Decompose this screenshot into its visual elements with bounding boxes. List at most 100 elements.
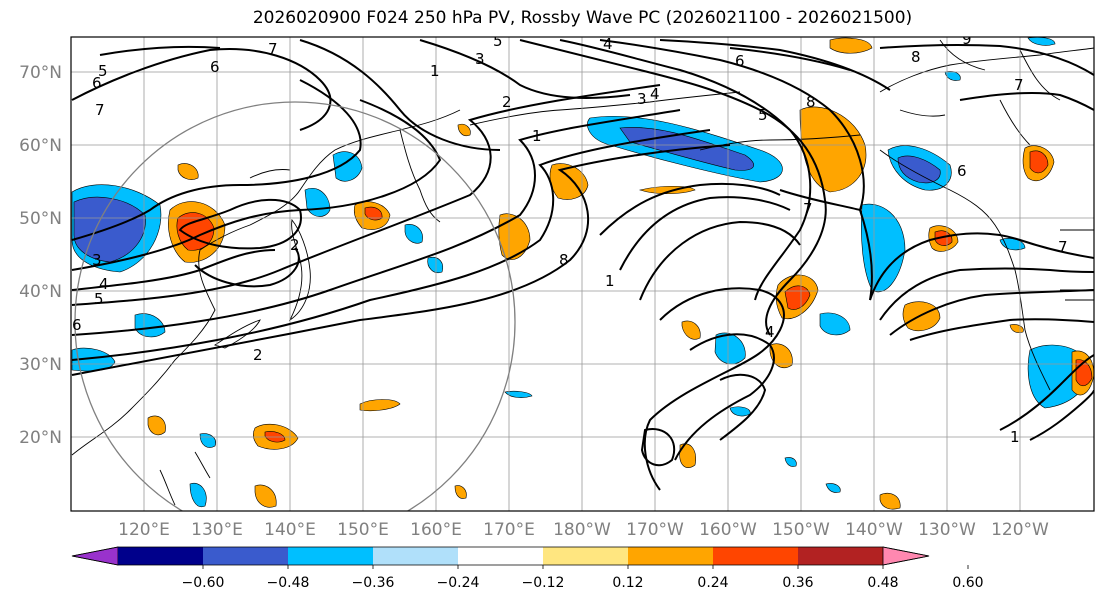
anomaly-positive — [147, 415, 166, 436]
colorbar-segment — [543, 547, 628, 565]
chart-title: 2026020900 F024 250 hPa PV, Rossby Wave … — [252, 8, 913, 28]
contour-label: 5 — [758, 106, 768, 124]
anomaly-negative — [819, 312, 851, 336]
map-area: 5 4 8 6 9 1 3 2 3 4 5 6 7 7 6 5 4 3 2 8 … — [71, 35, 1094, 511]
colorbar-tick-label: 0.48 — [867, 575, 898, 591]
contour-label: 4 — [603, 35, 613, 53]
lat-label: 70°N — [19, 63, 62, 83]
anomaly-positive — [681, 320, 701, 340]
contour-label: 3 — [475, 50, 485, 68]
lon-label: 170°E — [483, 520, 535, 540]
pv-contour-line — [619, 196, 791, 271]
contour-label: 6 — [92, 74, 102, 92]
pv-contour-line — [419, 39, 631, 99]
pv-contour-line — [729, 47, 851, 71]
anomaly-positive — [879, 492, 901, 510]
contour-label: 5 — [94, 290, 104, 308]
lon-label: 150°W — [772, 520, 830, 540]
lat-label: 40°N — [19, 282, 62, 302]
pv-contour-line — [640, 428, 675, 467]
pv-contour-line — [959, 91, 1094, 111]
pv-contour-line — [559, 39, 812, 301]
contour-label: 4 — [650, 85, 660, 103]
anomaly-positive — [829, 37, 873, 54]
contour-label: 3 — [637, 90, 647, 108]
contour-label: 7 — [268, 40, 278, 58]
anomaly-positive — [177, 163, 199, 180]
contour-label: 1 — [430, 62, 440, 80]
reference-circle — [74, 101, 516, 511]
colorbar-segment — [458, 547, 543, 565]
anomaly-positive — [679, 443, 696, 469]
colorbar-tick-label: −0.24 — [437, 575, 480, 591]
anomaly-negative — [134, 313, 166, 338]
anomaly-negative — [504, 390, 533, 398]
contour-label: 1 — [605, 272, 615, 290]
lon-label: 170°W — [626, 520, 684, 540]
lon-label: 140°E — [264, 520, 316, 540]
colorbar-segment — [373, 547, 458, 565]
contour-label: 6 — [957, 162, 967, 180]
pv-contour-line — [869, 232, 1094, 301]
anomaly-positive — [769, 343, 793, 369]
contour-label: 6 — [210, 58, 220, 76]
contour-label: 6 — [735, 52, 745, 70]
lat-label: 20°N — [19, 428, 62, 448]
lon-label: 160°E — [410, 520, 462, 540]
pv-contour-line — [99, 45, 221, 56]
anomaly-positive — [1029, 150, 1049, 174]
lon-label: 150°E — [337, 520, 389, 540]
contour-label: 8 — [911, 48, 921, 66]
colorbar-segment — [118, 547, 203, 565]
pv-contour-line — [659, 39, 891, 91]
pv-contour-line — [859, 209, 873, 301]
colorbar-tick-label: 0.24 — [697, 575, 728, 591]
pv-contour-line — [599, 39, 865, 211]
pv-contour-line — [299, 39, 501, 151]
pv-contour-line — [178, 198, 302, 250]
colorbar: −0.60 −0.48 −0.36 −0.24 −0.12 0.12 0.24 0.36 0.4… — [71, 546, 984, 591]
lon-label: 130°E — [191, 520, 243, 540]
anomaly-positive — [902, 301, 941, 331]
contour-label: 4 — [765, 323, 775, 341]
lon-label: 120°W — [991, 520, 1049, 540]
pv-contour-line — [999, 354, 1094, 431]
anomaly-positive — [934, 230, 953, 246]
pv-contour-line — [71, 79, 362, 241]
colorbar-tick-label: −0.36 — [352, 575, 395, 591]
contour-label: 3 — [92, 251, 102, 269]
colorbar-extend-min — [71, 546, 119, 566]
pv-contour-line — [889, 289, 1094, 336]
anomaly-negative — [404, 224, 423, 244]
lon-label: 140°W — [845, 520, 903, 540]
pv-contour-line — [719, 373, 767, 441]
anomaly-negative — [332, 151, 363, 182]
anomaly-positive — [784, 285, 811, 310]
pv-contour-line — [71, 144, 731, 376]
pv-contour-line — [779, 189, 861, 211]
pv-contour-line — [909, 318, 1094, 341]
map-frame — [70, 36, 1095, 512]
anomaly-negative — [73, 196, 146, 263]
lat-label: 50°N — [19, 209, 62, 229]
pv-contour-line — [194, 247, 300, 288]
lon-label: 160°W — [699, 520, 757, 540]
contour-label: 2 — [253, 346, 263, 364]
contour-label: 5 — [98, 62, 108, 80]
anomaly-negative — [897, 155, 941, 184]
pv-contour-line — [1029, 389, 1094, 441]
lon-label: 180°W — [553, 520, 611, 540]
colorbar-tick-label: −0.60 — [182, 575, 225, 591]
pv-contour-line — [71, 84, 661, 306]
contour-label: 8 — [559, 251, 569, 269]
pv-contour-line — [71, 249, 276, 291]
lat-label: 30°N — [19, 355, 62, 375]
longitude-labels: 120°E 130°E 140°E 150°E 160°E 170°E 180°… — [118, 520, 1049, 540]
contour-label: 2 — [290, 236, 300, 254]
colorbar-tick-label: 0.60 — [952, 575, 983, 591]
pv-contours — [71, 39, 1094, 491]
contour-label: 7 — [95, 101, 105, 119]
anomaly-negative — [825, 483, 841, 493]
anomaly-negative — [784, 457, 797, 467]
anomaly-negative — [71, 347, 116, 372]
